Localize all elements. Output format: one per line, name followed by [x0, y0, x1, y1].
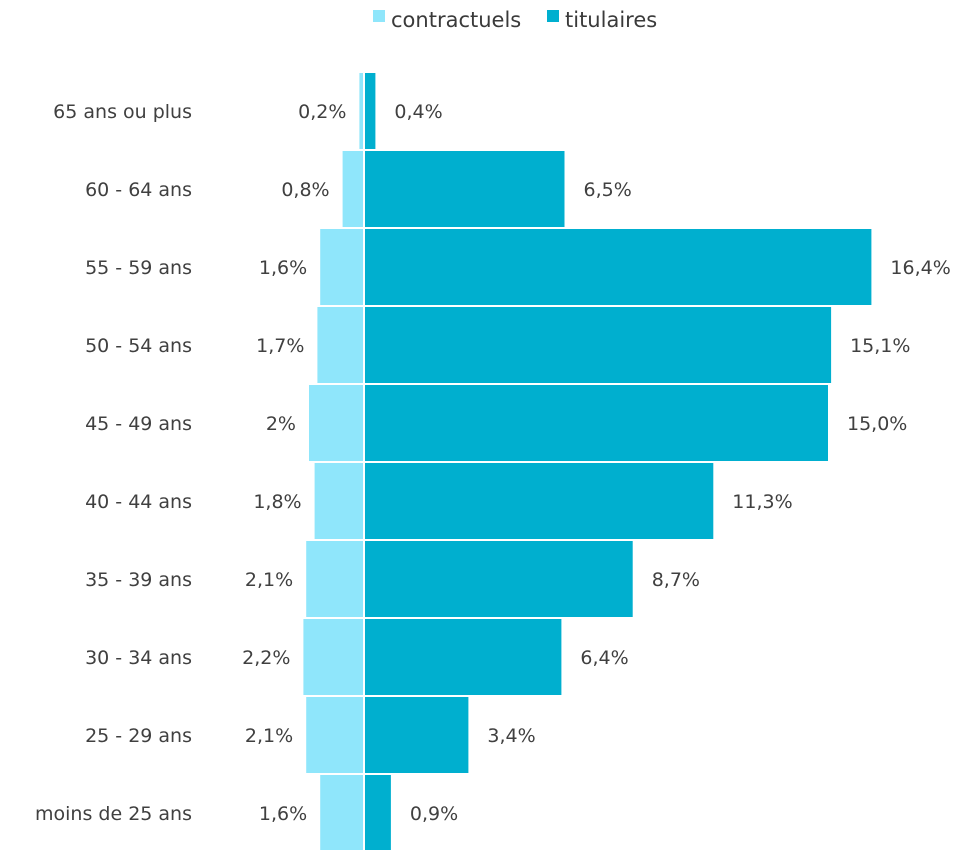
legend-label-contractuels: contractuels	[391, 8, 521, 32]
bar-titulaires-30-34-ans	[363, 617, 564, 697]
value-label-contractuels-25-29-ans: 2,1%	[245, 725, 293, 747]
value-label-titulaires-50-54-ans: 15,1%	[850, 335, 910, 357]
category-label-55-59-ans: 55 - 59 ans	[85, 257, 192, 279]
value-label-titulaires-60-64-ans: 6,5%	[584, 179, 632, 201]
category-label-moins-de-25-ans: moins de 25 ans	[35, 803, 192, 825]
bar-contractuels-25-29-ans	[304, 695, 366, 775]
value-label-contractuels-50-54-ans: 1,7%	[256, 335, 304, 357]
labels-group: 65 ans ou plus 0,2% 0,4% 60 - 64 ans 0,8% 6,5…	[35, 101, 951, 825]
bar-contractuels-35-39-ans	[304, 539, 366, 619]
value-label-titulaires-35-39-ans: 8,7%	[652, 569, 700, 591]
bar-contractuels-60-64-ans	[340, 149, 366, 229]
bar-contractuels-40-44-ans	[312, 461, 366, 541]
value-label-contractuels-65-ans-ou-plus: 0,2%	[298, 101, 346, 123]
bar-titulaires-40-44-ans	[363, 461, 716, 541]
bar-titulaires-55-59-ans	[363, 227, 874, 307]
bar-titulaires-65-ans-ou-plus	[363, 71, 378, 151]
value-label-titulaires-30-34-ans: 6,4%	[580, 647, 628, 669]
bar-titulaires-50-54-ans	[363, 305, 834, 385]
bar-contractuels-55-59-ans	[318, 227, 366, 307]
bar-contractuels-50-54-ans	[315, 305, 365, 385]
value-label-contractuels-40-44-ans: 1,8%	[253, 491, 301, 513]
bar-contractuels-moins-de-25-ans	[318, 773, 366, 850]
legend-label-titulaires: titulaires	[565, 8, 657, 32]
value-label-titulaires-55-59-ans: 16,4%	[890, 257, 950, 279]
bars-group	[301, 71, 874, 850]
legend-swatch-titulaires	[547, 10, 559, 22]
bar-contractuels-45-49-ans	[307, 383, 365, 463]
legend-swatch-contractuels	[373, 10, 385, 22]
value-label-titulaires-25-29-ans: 3,4%	[487, 725, 535, 747]
bar-titulaires-25-29-ans	[363, 695, 471, 775]
bar-titulaires-35-39-ans	[363, 539, 635, 619]
value-label-contractuels-55-59-ans: 1,6%	[259, 257, 307, 279]
category-label-45-49-ans: 45 - 49 ans	[85, 413, 192, 435]
bar-titulaires-moins-de-25-ans	[363, 773, 393, 850]
value-label-titulaires-moins-de-25-ans: 0,9%	[410, 803, 458, 825]
category-label-40-44-ans: 40 - 44 ans	[85, 491, 192, 513]
category-label-25-29-ans: 25 - 29 ans	[85, 725, 192, 747]
category-label-35-39-ans: 35 - 39 ans	[85, 569, 192, 591]
value-label-titulaires-65-ans-ou-plus: 0,4%	[394, 101, 442, 123]
bar-titulaires-45-49-ans	[363, 383, 830, 463]
legend: contractuels titulaires	[373, 8, 657, 32]
value-label-contractuels-35-39-ans: 2,1%	[245, 569, 293, 591]
category-label-60-64-ans: 60 - 64 ans	[85, 179, 192, 201]
category-label-65-ans-ou-plus: 65 ans ou plus	[53, 101, 192, 123]
value-label-titulaires-45-49-ans: 15,0%	[847, 413, 907, 435]
value-label-contractuels-30-34-ans: 2,2%	[242, 647, 290, 669]
bar-titulaires-60-64-ans	[363, 149, 567, 229]
value-label-titulaires-40-44-ans: 11,3%	[732, 491, 792, 513]
value-label-contractuels-moins-de-25-ans: 1,6%	[259, 803, 307, 825]
value-label-contractuels-60-64-ans: 0,8%	[281, 179, 329, 201]
value-label-contractuels-45-49-ans: 2%	[266, 413, 296, 435]
category-label-50-54-ans: 50 - 54 ans	[85, 335, 192, 357]
category-label-30-34-ans: 30 - 34 ans	[85, 647, 192, 669]
bar-contractuels-30-34-ans	[301, 617, 365, 697]
